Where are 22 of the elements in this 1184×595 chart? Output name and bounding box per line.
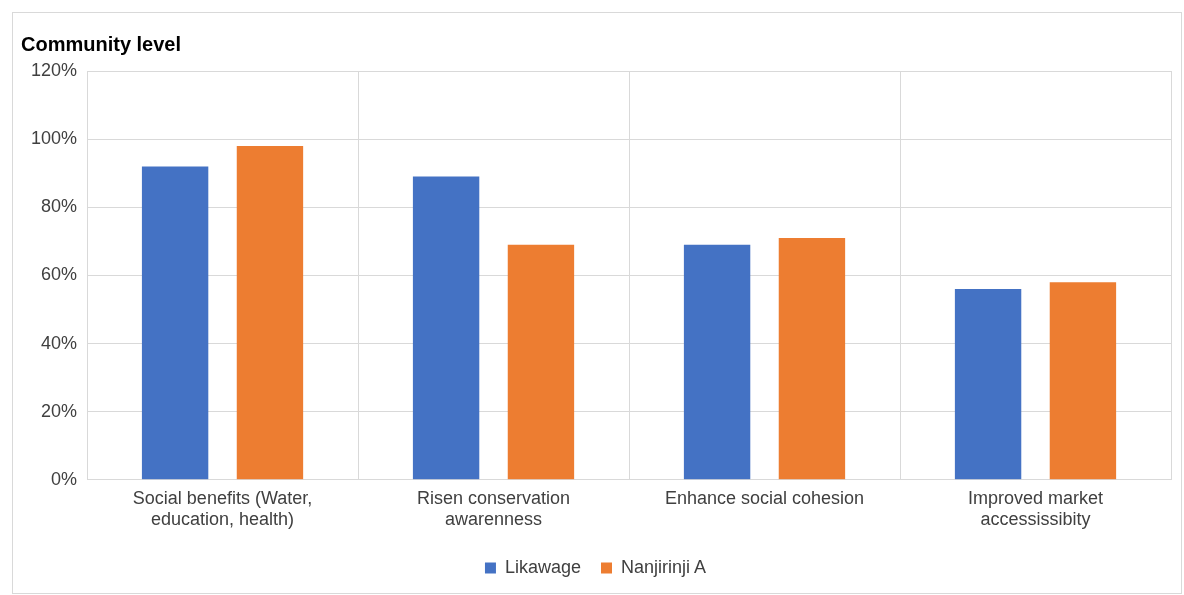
bar bbox=[778, 237, 846, 480]
y-tick-label: 120% bbox=[30, 59, 78, 80]
bar bbox=[507, 244, 575, 480]
bar bbox=[683, 244, 751, 480]
legend-label: Likawage bbox=[504, 556, 582, 577]
y-tick-label: 80% bbox=[41, 196, 78, 217]
bar bbox=[412, 176, 480, 480]
y-tick-label: 60% bbox=[41, 264, 78, 285]
x-tick-label: Enhance social cohesion bbox=[664, 487, 865, 508]
chart-title: Community level bbox=[21, 32, 182, 55]
x-tick-label: Improved market accessissibity bbox=[967, 487, 1104, 530]
bar bbox=[954, 289, 1022, 480]
x-tick-label: Risen conservation awarenness bbox=[416, 487, 571, 530]
y-tick-label: 100% bbox=[30, 128, 78, 149]
bar bbox=[1049, 282, 1117, 480]
y-tick-label: 20% bbox=[41, 400, 78, 421]
y-tick-label: 40% bbox=[41, 332, 78, 353]
legend-label: Nanjirinji A bbox=[621, 556, 707, 577]
bar bbox=[236, 145, 304, 480]
y-tick-label: 0% bbox=[51, 468, 78, 489]
x-tick-label: Social benefits (Water, education, health) bbox=[132, 487, 313, 530]
bar bbox=[141, 166, 209, 480]
